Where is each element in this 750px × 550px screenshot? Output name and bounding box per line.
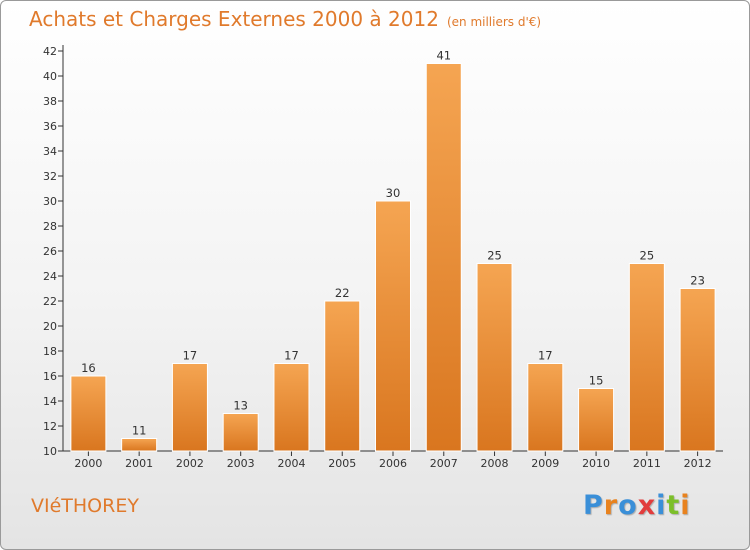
y-tick-label: 12 bbox=[43, 420, 57, 433]
bar bbox=[273, 363, 310, 452]
logo-letter: t bbox=[666, 490, 681, 521]
data-label: 22 bbox=[335, 286, 350, 300]
y-tick-label: 34 bbox=[43, 145, 57, 158]
x-tick-label: 2009 bbox=[531, 457, 559, 470]
bar bbox=[222, 413, 259, 452]
bar bbox=[476, 263, 513, 452]
data-label: 17 bbox=[284, 349, 299, 363]
data-labels: 16 11 17 13 17 22 30 41 25 17 15 25 23 bbox=[81, 49, 705, 438]
data-label: 16 bbox=[81, 361, 96, 375]
bar bbox=[121, 438, 158, 452]
logo-letter: i bbox=[680, 490, 691, 521]
bar bbox=[628, 263, 665, 452]
x-tick-label: 2012 bbox=[684, 457, 712, 470]
x-tick-label: 2002 bbox=[176, 457, 204, 470]
x-tick-label: 2005 bbox=[328, 457, 356, 470]
y-tick-label: 22 bbox=[43, 295, 57, 308]
x-tick-label: 2007 bbox=[430, 457, 458, 470]
y-tick-label: 40 bbox=[43, 70, 57, 83]
x-tick-label: 2008 bbox=[481, 457, 509, 470]
y-tick-label: 36 bbox=[43, 120, 57, 133]
x-tick-label: 2004 bbox=[277, 457, 305, 470]
chart-title-text: Achats et Charges Externes 2000 à 2012 bbox=[29, 7, 439, 31]
bar bbox=[578, 388, 615, 452]
data-label: 25 bbox=[487, 249, 502, 263]
logo-letter: i bbox=[656, 490, 667, 521]
x-tick-label: 2006 bbox=[379, 457, 407, 470]
logo-letter: x bbox=[637, 490, 657, 521]
data-label: 30 bbox=[386, 186, 401, 200]
logo-letter: r bbox=[603, 490, 619, 521]
x-tick-label: 2010 bbox=[582, 457, 610, 470]
axes: 10 12 14 16 18 20 22 24 26 28 30 32 34 36 38 40 42 2000 20… bbox=[43, 45, 723, 470]
y-tick-label: 10 bbox=[43, 445, 57, 458]
y-tick-label: 18 bbox=[43, 345, 57, 358]
chart-title: Achats et Charges Externes 2000 à 2012 (e… bbox=[29, 7, 541, 31]
proxiti-logo: Proxiti bbox=[583, 490, 691, 521]
bar bbox=[70, 375, 107, 452]
x-tick-label: 2003 bbox=[227, 457, 255, 470]
y-tick-label: 16 bbox=[43, 370, 57, 383]
data-label: 17 bbox=[183, 349, 198, 363]
logo-letter: o bbox=[618, 490, 638, 521]
bar bbox=[375, 200, 411, 452]
bar bbox=[425, 63, 462, 452]
data-label: 11 bbox=[132, 424, 147, 438]
data-label: 41 bbox=[436, 49, 451, 63]
y-tick-label: 32 bbox=[43, 170, 57, 183]
data-label: 17 bbox=[538, 349, 553, 363]
x-tick-label: 2000 bbox=[74, 457, 102, 470]
y-tick-label: 24 bbox=[43, 270, 57, 283]
y-tick-label: 20 bbox=[43, 320, 57, 333]
data-label: 13 bbox=[233, 399, 248, 413]
y-tick-label: 26 bbox=[43, 245, 57, 258]
y-tick-label: 42 bbox=[43, 45, 57, 58]
y-tick-label: 14 bbox=[43, 395, 57, 408]
y-tick-label: 38 bbox=[43, 95, 57, 108]
bars bbox=[70, 63, 716, 452]
bar bbox=[679, 288, 716, 452]
x-tick-label: 2001 bbox=[125, 457, 153, 470]
bar bbox=[324, 300, 361, 452]
commune-name: VIéTHOREY bbox=[31, 495, 139, 517]
data-label: 15 bbox=[589, 374, 604, 388]
bar bbox=[527, 363, 564, 452]
chart-subtitle: (en milliers d'€) bbox=[446, 15, 542, 29]
y-tick-label: 28 bbox=[43, 220, 57, 233]
data-label: 25 bbox=[640, 249, 655, 263]
x-tick-label: 2011 bbox=[633, 457, 661, 470]
y-tick-label: 30 bbox=[43, 195, 57, 208]
data-label: 23 bbox=[690, 274, 705, 288]
bar bbox=[171, 363, 208, 452]
logo-letter: P bbox=[583, 490, 604, 521]
